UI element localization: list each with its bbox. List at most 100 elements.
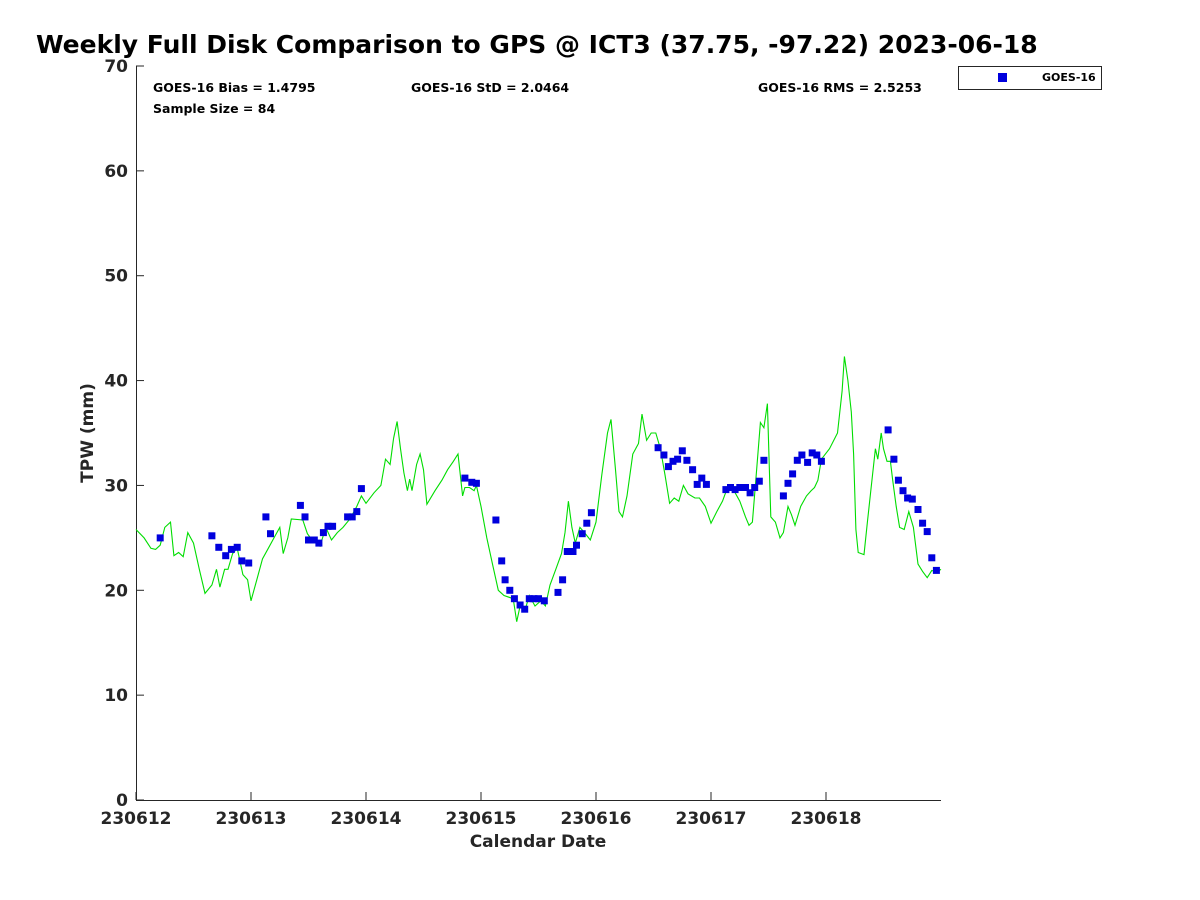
legend-marker <box>998 73 1007 82</box>
goes16-data-point <box>727 484 734 491</box>
goes16-data-point <box>569 548 577 555</box>
goes16-data-point <box>798 451 806 459</box>
goes16-data-point <box>156 534 164 542</box>
goes16-data-point <box>884 426 892 434</box>
goes16-data-point <box>227 545 235 553</box>
y-ticks: 0 10 20 30 40 50 60 70 <box>104 57 144 811</box>
goes16-data-point <box>329 522 337 530</box>
goes16-data-point <box>923 528 931 536</box>
legend-label-goes16: GOES-16 <box>1042 71 1096 84</box>
goes16-data-point <box>789 470 797 478</box>
goes16-data-point <box>554 588 562 596</box>
y-tick-label: 20 <box>104 581 128 601</box>
goes16-data-point <box>506 586 514 594</box>
goes16-data-point <box>540 597 548 605</box>
x-tick-label: 230615 <box>446 809 517 829</box>
goes16-data-point <box>689 466 697 474</box>
goes16-data-point <box>928 554 936 562</box>
goes16-data-point <box>492 516 500 524</box>
goes16-data-point <box>344 513 352 521</box>
std-stat: GOES-16 StD = 2.0464 <box>411 80 569 95</box>
goes16-data-point <box>751 484 759 491</box>
goes16-data-point <box>731 486 739 494</box>
goes16-data-point <box>817 457 825 465</box>
goes16-data-point <box>932 566 940 574</box>
x-tick-label: 230618 <box>791 809 862 829</box>
goes16-data-point <box>890 455 898 463</box>
x-tick-label: 230617 <box>676 809 747 829</box>
chart-title: Weekly Full Disk Comparison to GPS @ ICT… <box>36 30 1038 59</box>
goes16-data-point <box>669 457 677 465</box>
goes16-data-point <box>301 513 309 521</box>
legend: GOES-16 <box>958 66 1102 90</box>
goes16-data-point <box>908 495 916 503</box>
goes16-data-point <box>914 506 922 513</box>
y-tick-label: 40 <box>104 372 128 392</box>
goes16-data-point <box>233 543 241 551</box>
x-tick-label: 230614 <box>331 809 402 829</box>
goes16-data-point <box>559 576 567 584</box>
plot-area <box>136 66 941 801</box>
goes16-data-point <box>660 451 668 459</box>
goes16-data-point <box>530 595 538 603</box>
goes16-data-point <box>215 543 223 551</box>
y-tick-label: 30 <box>104 476 128 496</box>
goes16-data-point <box>324 522 332 530</box>
goes16-data-point <box>894 476 902 484</box>
sample-size-stat: Sample Size = 84 <box>153 101 275 116</box>
goes16-data-point <box>654 444 662 452</box>
goes16-data-point <box>919 519 927 527</box>
goes16-data-point <box>587 509 595 517</box>
goes16-data-point <box>535 595 542 603</box>
goes16-data-point <box>736 484 744 491</box>
goes16-data-point <box>310 536 318 544</box>
rms-stat: GOES-16 RMS = 2.5253 <box>758 80 922 95</box>
goes16-data-point <box>578 530 586 538</box>
goes16-data-point <box>793 456 801 464</box>
goes16-data-point <box>498 557 506 565</box>
goes16-data-point <box>904 494 912 502</box>
x-tick-label: 230613 <box>216 809 287 829</box>
goes16-data-point <box>583 519 591 527</box>
goes16-data-point <box>702 480 710 488</box>
goes16-data-point <box>813 451 821 459</box>
goes16-data-point <box>516 601 524 609</box>
goes16-data-point <box>245 559 253 567</box>
y-axis-label: TPW (mm) <box>78 383 98 483</box>
goes16-data-point <box>353 508 361 516</box>
goes16-data-point <box>510 595 518 603</box>
goes16-data-point <box>746 489 754 497</box>
goes16-data-point <box>808 449 816 457</box>
goes16-data-point <box>348 513 356 521</box>
gps-tpw-line <box>135 356 942 622</box>
goes16-data-point <box>899 487 907 495</box>
x-tick-label: 230616 <box>561 809 632 829</box>
series-layer <box>135 356 942 622</box>
goes16-data-point <box>501 576 509 584</box>
y-tick-label: 70 <box>104 57 128 77</box>
goes16-data-point <box>674 455 682 463</box>
goes16-data-point <box>222 552 230 560</box>
goes16-data-point <box>315 539 323 547</box>
goes16-data-point <box>722 486 730 494</box>
goes16-data-point <box>573 541 580 549</box>
goes16-data-point <box>779 492 787 500</box>
goes16-data-point <box>678 447 686 455</box>
bias-stat: GOES-16 Bias = 1.4795 <box>153 80 315 95</box>
goes16-data-point <box>208 532 216 540</box>
y-tick-label: 50 <box>104 267 128 287</box>
goes16-data-point <box>760 456 768 464</box>
goes16-data-point <box>784 479 792 487</box>
goes16-data-point <box>357 485 365 493</box>
goes16-data-point <box>468 478 476 486</box>
goes16-data-point <box>296 501 304 509</box>
goes16-data-point <box>525 595 533 603</box>
goes16-data-point <box>804 458 812 466</box>
goes16-data-point <box>305 536 312 544</box>
goes16-data-point <box>319 529 327 537</box>
x-ticks: 230612 230613 230614 230615 230616 230617 2306… <box>101 792 862 829</box>
goes16-data-point <box>472 479 480 487</box>
goes16-data-point <box>664 463 672 471</box>
goes16-data-point <box>683 456 691 464</box>
